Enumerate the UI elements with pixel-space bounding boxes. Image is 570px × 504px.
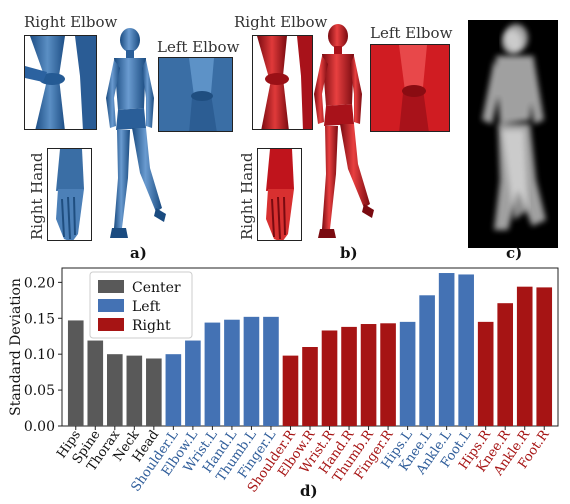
panel-b: Right Elbow Left Elbow Right Hand [234, 0, 460, 262]
bar-hips-l [399, 321, 416, 426]
bar-hips [67, 320, 84, 426]
bar-wrist-l [204, 322, 221, 426]
bar-hand-l [224, 319, 240, 426]
bar-hips-r [477, 321, 494, 426]
bar-ankle-r [516, 286, 533, 426]
bar-knee-l [419, 295, 435, 426]
bar-wrist-r [321, 330, 338, 426]
bar-spine [87, 340, 104, 426]
bar-thumb-l [243, 316, 260, 426]
panel-a-right-hand-inset [47, 148, 92, 241]
legend-label-left: Left [132, 299, 161, 315]
bar-knee-r [497, 303, 514, 426]
panel-b-left-elbow-label: Left Elbow [370, 24, 453, 42]
bar-hand-r [341, 326, 357, 426]
legend-label-right: Right [132, 318, 171, 334]
y-tick-label: 0.00 [24, 419, 55, 435]
bar-thumb-r [360, 324, 377, 426]
bar-elbow-l [185, 340, 201, 426]
y-tick-label: 0.10 [24, 347, 55, 363]
red-mannequin [314, 24, 374, 238]
bar-shoulder-r [282, 355, 299, 426]
bar-elbow-r [302, 347, 318, 426]
panel-b-right-hand-inset [257, 148, 302, 241]
panel-b-right-hand-label: Right Hand [238, 152, 256, 240]
legend-swatch-center [98, 280, 124, 293]
bar-shoulder-l [165, 354, 182, 426]
bar-finger-r [380, 323, 396, 426]
panel-b-right-elbow-inset [252, 35, 313, 130]
bar-foot-r [536, 287, 553, 426]
y-tick-label: 0.15 [24, 311, 55, 327]
legend-label-center: Center [132, 280, 181, 296]
panel-a-right-hand-label: Right Hand [28, 152, 46, 240]
panel-a-left-elbow-label: Left Elbow [157, 38, 240, 56]
y-tick-label: 0.20 [24, 275, 55, 291]
y-axis-label: Standard Deviation [8, 278, 24, 416]
panel-b-caption: b) [340, 244, 358, 262]
bar-foot-l [458, 274, 474, 426]
panel-a-right-elbow-label: Right Elbow [24, 13, 118, 31]
panel-a-caption: a) [130, 244, 147, 262]
y-tick-label: 0.05 [24, 383, 55, 399]
blue-mannequin [106, 28, 166, 238]
bar-head [146, 358, 162, 426]
motion-blur-image [468, 20, 558, 248]
bar-neck [126, 355, 143, 426]
bar-ankle-l [438, 273, 455, 426]
panel-c: c) [466, 0, 570, 262]
panel-a: Right Elbow Left Elbow Right Hand [0, 0, 240, 262]
bar-finger-l [263, 316, 279, 426]
legend-swatch-right [98, 318, 124, 331]
bar-thorax [106, 354, 123, 426]
panel-d-caption: d) [300, 482, 318, 500]
panel-a-right-elbow-inset [24, 35, 97, 130]
panel-c-caption: c) [506, 244, 523, 262]
panel-a-left-elbow-inset [158, 57, 233, 132]
panel-b-right-elbow-label: Right Elbow [234, 13, 328, 31]
panel-b-left-elbow-inset [370, 44, 450, 132]
legend-swatch-left [98, 299, 124, 312]
